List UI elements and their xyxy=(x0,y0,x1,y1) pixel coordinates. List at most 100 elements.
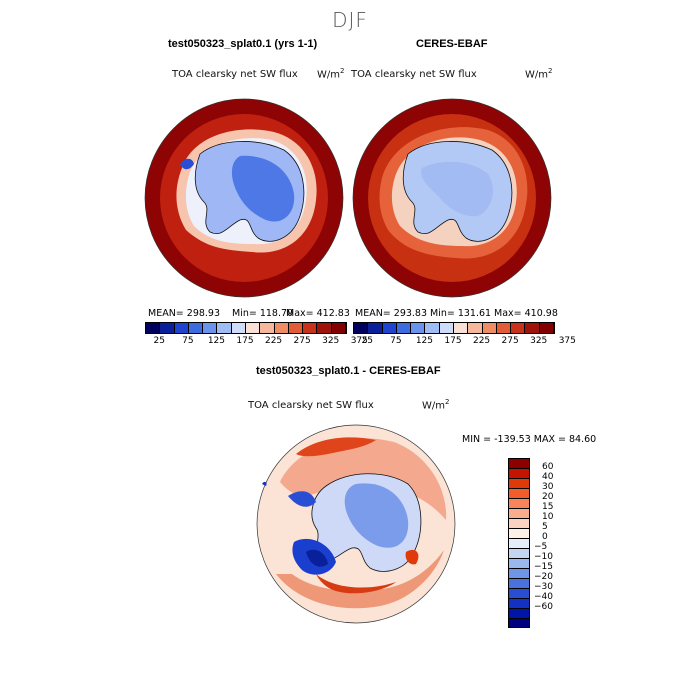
colorbar-swatch xyxy=(482,323,497,333)
panel1-title: test050323_splat0.1 (yrs 1-1) xyxy=(168,38,318,50)
panel2-variable: TOA clearsky net SW flux xyxy=(351,69,477,80)
colorbar-tick-label: 25 xyxy=(153,336,165,346)
colorbar-swatch xyxy=(453,323,469,333)
colorbar-tick-label: −5 xyxy=(534,542,548,552)
colorbar-swatch xyxy=(160,323,175,333)
colorbar-swatch xyxy=(508,458,530,468)
colorbar-swatch xyxy=(288,323,304,333)
colorbar-swatch xyxy=(382,323,397,333)
colorbar-tick-label: 75 xyxy=(182,336,194,346)
map-model xyxy=(144,98,344,298)
colorbar-swatch xyxy=(508,538,530,548)
colorbar-swatch xyxy=(508,488,530,498)
colorbar-swatch xyxy=(439,323,454,333)
colorbar-tick-label: 225 xyxy=(472,336,491,346)
colorbar-swatch xyxy=(511,323,526,333)
diff-minmax: MIN = -139.53 MAX = 84.60 xyxy=(462,434,597,445)
colorbar-difference xyxy=(508,458,530,628)
colorbar-tick-label: 175 xyxy=(444,336,462,346)
colorbar-swatch xyxy=(425,323,440,333)
colorbar-swatch xyxy=(368,323,383,333)
colorbar-swatch xyxy=(508,528,530,538)
colorbar-swatch xyxy=(174,323,189,333)
colorbar-tick-label: 40 xyxy=(542,472,554,482)
colorbar-swatch xyxy=(508,548,530,558)
panel2-min: Min= 131.61 xyxy=(430,308,492,319)
colorbar-swatch xyxy=(260,323,275,333)
colorbar-swatch xyxy=(508,608,530,618)
colorbar-tick-label: −10 xyxy=(534,552,553,562)
diff-units: W/m2 xyxy=(422,398,450,412)
colorbar-obs-ticks: 25 75 125 175 225 275 325 375 xyxy=(353,336,576,348)
colorbar-swatch xyxy=(508,498,530,508)
colorbar-tick-label: −20 xyxy=(534,572,553,582)
colorbar-swatch xyxy=(331,323,346,333)
panel2-mean: MEAN= 293.83 xyxy=(355,308,428,319)
colorbar-tick-label: 325 xyxy=(530,336,548,346)
colorbar-tick-label: 275 xyxy=(501,336,519,346)
colorbar-tick-label: 375 xyxy=(350,336,368,346)
colorbar-model xyxy=(145,322,347,334)
colorbar-swatch xyxy=(396,323,412,333)
colorbar-tick-label: −60 xyxy=(534,602,553,612)
colorbar-tick-label: 325 xyxy=(322,336,340,346)
panel2-title: CERES-EBAF xyxy=(416,38,488,50)
colorbar-swatch xyxy=(231,323,246,333)
colorbar-tick-label: −40 xyxy=(534,592,553,602)
colorbar-tick-label: −15 xyxy=(534,562,553,572)
colorbar-tick-label: 30 xyxy=(542,482,554,492)
season-title: DJF xyxy=(332,8,368,32)
colorbar-tick-label: 75 xyxy=(390,336,402,346)
colorbar-swatch xyxy=(508,518,530,528)
panel2-units: W/m2 xyxy=(525,67,553,81)
colorbar-tick-label: 25 xyxy=(361,336,373,346)
colorbar-tick-label: 10 xyxy=(542,512,554,522)
colorbar-swatch xyxy=(245,323,261,333)
colorbar-tick-label: 20 xyxy=(542,492,554,502)
colorbar-tick-label: 0 xyxy=(542,532,548,542)
colorbar-swatch xyxy=(468,323,483,333)
map-difference xyxy=(256,424,456,624)
diff-variable: TOA clearsky net SW flux xyxy=(248,400,374,411)
panel1-min: Min= 118.70 xyxy=(232,308,294,319)
colorbar-swatch xyxy=(508,558,530,568)
colorbar-swatch xyxy=(508,598,530,608)
colorbar-swatch xyxy=(354,323,369,333)
colorbar-swatch xyxy=(508,618,530,628)
panel2-max: Max= 410.98 xyxy=(494,308,558,319)
colorbar-swatch xyxy=(496,323,512,333)
colorbar-tick-label: 225 xyxy=(264,336,283,346)
panel1-max: Max= 412.83 xyxy=(286,308,350,319)
colorbar-swatch xyxy=(203,323,218,333)
colorbar-swatch xyxy=(539,323,554,333)
colorbar-tick-label: 175 xyxy=(236,336,254,346)
panel1-units: W/m2 xyxy=(317,67,345,81)
colorbar-swatch xyxy=(508,568,530,578)
colorbar-swatch xyxy=(317,323,332,333)
colorbar-tick-label: 125 xyxy=(415,336,434,346)
colorbar-swatch xyxy=(508,478,530,488)
panel1-mean: MEAN= 298.93 xyxy=(148,308,221,319)
colorbar-swatch xyxy=(508,468,530,478)
colorbar-swatch xyxy=(274,323,289,333)
colorbar-swatch xyxy=(303,323,318,333)
map-obs xyxy=(352,98,552,298)
colorbar-tick-label: 125 xyxy=(207,336,226,346)
colorbar-tick-label: 375 xyxy=(558,336,576,346)
colorbar-swatch xyxy=(188,323,204,333)
colorbar-tick-label: 275 xyxy=(293,336,311,346)
colorbar-obs xyxy=(353,322,555,334)
colorbar-swatch xyxy=(508,508,530,518)
colorbar-tick-label: −30 xyxy=(534,582,553,592)
colorbar-swatch xyxy=(411,323,426,333)
panel1-variable: TOA clearsky net SW flux xyxy=(172,69,298,80)
colorbar-swatch xyxy=(146,323,161,333)
colorbar-swatch xyxy=(508,588,530,598)
colorbar-swatch xyxy=(508,578,530,588)
colorbar-model-ticks: 25 75 125 175 225 275 325 375 xyxy=(145,336,368,348)
colorbar-tick-label: 60 xyxy=(542,462,554,472)
colorbar-tick-label: 5 xyxy=(542,522,548,532)
colorbar-tick-label: 15 xyxy=(542,502,554,512)
colorbar-swatch xyxy=(525,323,540,333)
colorbar-swatch xyxy=(217,323,232,333)
